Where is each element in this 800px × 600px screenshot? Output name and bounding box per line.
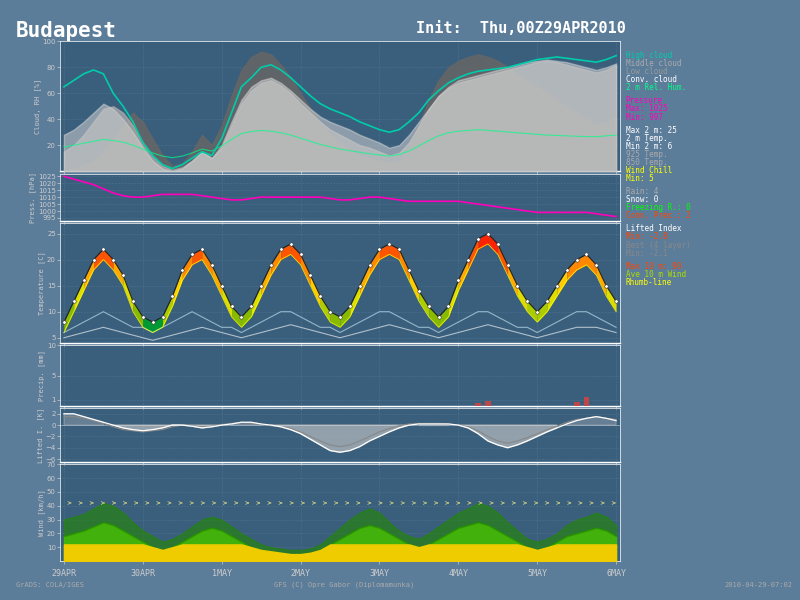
Text: Conv. cloud: Conv. cloud bbox=[626, 75, 677, 84]
Y-axis label: Cloud, RH [%]: Cloud, RH [%] bbox=[34, 79, 41, 134]
Text: Lifted Index: Lifted Index bbox=[626, 224, 681, 233]
Y-axis label: Precip. [mm]: Precip. [mm] bbox=[38, 350, 46, 401]
Text: Min 2 m: 6: Min 2 m: 6 bbox=[626, 142, 672, 151]
Text: Pressure: Pressure bbox=[626, 97, 662, 106]
Text: Init:  Thu,00Z29APR2010: Init: Thu,00Z29APR2010 bbox=[416, 21, 626, 36]
Text: Freezing R.: 0: Freezing R.: 0 bbox=[626, 203, 690, 212]
Y-axis label: Temperature [C]: Temperature [C] bbox=[38, 251, 46, 315]
Text: Wind Chill: Wind Chill bbox=[626, 166, 672, 175]
Bar bbox=[574, 402, 579, 406]
Text: Min: -2.1: Min: -2.1 bbox=[626, 248, 667, 257]
Text: 2 m Rel. Hum.: 2 m Rel. Hum. bbox=[626, 83, 686, 92]
Text: Max 2 m: 25: Max 2 m: 25 bbox=[626, 125, 677, 134]
Text: Middle cloud: Middle cloud bbox=[626, 59, 681, 68]
Text: 850 Temp.: 850 Temp. bbox=[626, 158, 667, 167]
Text: GrADS: COLA/IGES: GrADS: COLA/IGES bbox=[16, 582, 84, 588]
Text: Best (4 layer): Best (4 layer) bbox=[626, 241, 690, 250]
Text: Min: -2.8: Min: -2.8 bbox=[626, 232, 667, 241]
Text: Rhumb-line: Rhumb-line bbox=[626, 278, 672, 287]
Text: GFS (C) Opre Gabor (Diplomamunka): GFS (C) Opre Gabor (Diplomamunka) bbox=[274, 582, 414, 588]
Text: 2010-04-29-07:02: 2010-04-29-07:02 bbox=[724, 582, 792, 588]
Bar bbox=[485, 401, 490, 406]
Text: Snow: 0: Snow: 0 bbox=[626, 195, 658, 204]
Bar bbox=[475, 403, 481, 406]
Text: Low cloud: Low cloud bbox=[626, 67, 667, 76]
Text: Ave 10 m Wind: Ave 10 m Wind bbox=[626, 269, 686, 278]
Text: Max: 1025: Max: 1025 bbox=[626, 104, 667, 113]
Bar bbox=[583, 397, 590, 406]
Text: Rain: 4: Rain: 4 bbox=[626, 187, 658, 196]
Y-axis label: Press. [hPa]: Press. [hPa] bbox=[30, 172, 37, 223]
Text: Min: 997: Min: 997 bbox=[626, 113, 662, 122]
Text: 925 Temp.: 925 Temp. bbox=[626, 150, 667, 159]
Text: Min: 5: Min: 5 bbox=[626, 174, 654, 183]
Text: Conv. Prec.: 2: Conv. Prec.: 2 bbox=[626, 211, 690, 220]
Text: 2 m Temp.: 2 m Temp. bbox=[626, 134, 667, 143]
Y-axis label: Wind [km/h]: Wind [km/h] bbox=[38, 489, 46, 536]
Text: Max 10 m: 90: Max 10 m: 90 bbox=[626, 262, 681, 271]
Text: Budapest: Budapest bbox=[16, 21, 117, 41]
Text: High cloud: High cloud bbox=[626, 51, 672, 60]
Y-axis label: Lifted I. [K]: Lifted I. [K] bbox=[38, 407, 44, 463]
